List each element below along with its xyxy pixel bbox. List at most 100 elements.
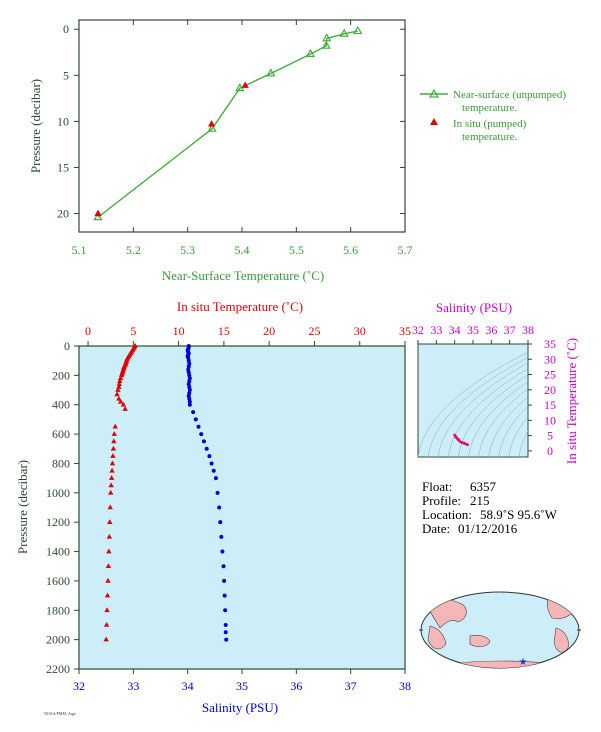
temperature-tick-label: 30 bbox=[354, 324, 366, 338]
x-tick-label: 5.4 bbox=[235, 243, 250, 257]
legend-unpumped-marker bbox=[428, 88, 440, 98]
isopycnal-line bbox=[437, 362, 528, 457]
salinity-point bbox=[187, 402, 192, 407]
ts-temperature-label: In situ Temperature (˚C) bbox=[564, 338, 579, 464]
unpumped-temperature-point bbox=[207, 123, 217, 132]
unpumped-temperature-line bbox=[97, 30, 358, 218]
salinity-point bbox=[193, 417, 198, 422]
isopycnal-line bbox=[468, 381, 528, 457]
pressure-axis-label: Pressure (decibar) bbox=[15, 460, 30, 554]
salinity-point bbox=[207, 454, 212, 459]
x-tick-label: 5.7 bbox=[398, 243, 413, 257]
ts-temperature-tick-label: 0 bbox=[547, 444, 553, 458]
temperature-point bbox=[107, 519, 113, 524]
salinity-point bbox=[213, 476, 218, 481]
isopycnal-line bbox=[508, 416, 528, 457]
salinity-point bbox=[220, 549, 225, 554]
location-label: Location: bbox=[422, 507, 472, 522]
ts-point bbox=[462, 441, 466, 445]
salinity-tick-label: 33 bbox=[127, 679, 139, 693]
legend-pumped-marker bbox=[430, 118, 438, 125]
temperature-point bbox=[106, 548, 112, 554]
legend-pumped-label-2: temperature. bbox=[462, 131, 518, 143]
temperature-point bbox=[103, 621, 110, 627]
temperature-point bbox=[110, 445, 117, 451]
salinity-tick-label: 32 bbox=[73, 679, 85, 693]
float-info: Float: 6357 Profile: 215 Location: 58.9˚… bbox=[422, 479, 558, 536]
temperature-tick-label: 15 bbox=[218, 324, 230, 338]
ts-salinity-tick-label: 37 bbox=[504, 323, 516, 337]
profile-label: Profile: bbox=[422, 493, 461, 508]
temperature-tick-label: 0 bbox=[85, 324, 91, 338]
salinity-point bbox=[204, 446, 209, 451]
temperature-point bbox=[109, 467, 115, 473]
temperature-point bbox=[104, 607, 110, 613]
temperature-tick-label: 35 bbox=[399, 324, 411, 338]
salinity-point bbox=[191, 410, 196, 415]
unpumped-temperature-point bbox=[266, 68, 276, 77]
map-australia bbox=[469, 634, 491, 648]
salinity-point bbox=[219, 534, 224, 539]
x-tick-label: 5.3 bbox=[180, 243, 195, 257]
temperature-point bbox=[115, 387, 121, 392]
ts-temperature-tick-label: 10 bbox=[544, 413, 556, 427]
y-tick-label: 10 bbox=[57, 114, 69, 128]
near-surface-y-label: Pressure (decibar) bbox=[28, 79, 43, 173]
unpumped-temperature-point bbox=[93, 212, 103, 221]
ts-temperature-tick-label: 15 bbox=[544, 398, 556, 412]
isopycnal-line bbox=[498, 405, 528, 457]
isopycnal-line bbox=[488, 396, 528, 457]
x-tick-label: 5.5 bbox=[289, 243, 304, 257]
ts-salinity-tick-label: 36 bbox=[485, 323, 497, 337]
temperature-point bbox=[112, 423, 118, 429]
temperature-point bbox=[116, 384, 122, 389]
legend-unpumped-label-1: Near-surface (unpumped) bbox=[453, 89, 566, 101]
temperature-point bbox=[108, 482, 114, 488]
salinity-point bbox=[201, 439, 206, 444]
unpumped-temperature-point bbox=[305, 48, 316, 58]
temperature-axis-label: In situ Temperature (˚C) bbox=[177, 299, 303, 314]
ts-salinity-tick-label: 32 bbox=[412, 323, 424, 337]
isopycnal-line bbox=[448, 368, 528, 457]
pressure-tick-label: 600 bbox=[52, 427, 70, 441]
profile-panel: 0 5 10 15 20 25 30 35 32 33 34 35 36 37 38 0 200 400 600 80… bbox=[15, 299, 411, 715]
unpumped-temperature-point bbox=[339, 28, 349, 37]
ts-temperature-tick-label: 35 bbox=[544, 337, 556, 351]
temperature-tick-label: 5 bbox=[130, 324, 136, 338]
pressure-tick-label: 800 bbox=[52, 456, 70, 470]
ts-temperature-tick-label: 25 bbox=[544, 368, 556, 382]
legend: Near-surface (unpumped) temperature. In … bbox=[420, 88, 566, 143]
temperature-point bbox=[120, 401, 127, 407]
date-value: 01/12/2016 bbox=[458, 521, 518, 536]
x-tick-label: 5.1 bbox=[72, 243, 87, 257]
salinity-tick-label: 34 bbox=[182, 679, 194, 693]
salinity-point bbox=[221, 564, 226, 569]
date-label: Date: bbox=[422, 521, 450, 536]
temperature-point bbox=[105, 563, 112, 569]
float-label: Float: bbox=[422, 479, 452, 494]
ts-salinity-tick-label: 33 bbox=[430, 323, 442, 337]
isopycnal-line bbox=[418, 351, 528, 457]
temperature-tick-label: 20 bbox=[263, 324, 275, 338]
temperature-point bbox=[103, 636, 109, 642]
temperature-point bbox=[117, 398, 124, 404]
y-tick-label: 0 bbox=[63, 22, 69, 36]
temperature-point bbox=[107, 489, 114, 495]
map-south-america bbox=[553, 627, 569, 653]
ts-temperature-tick-label: 20 bbox=[544, 383, 556, 397]
y-tick-label: 15 bbox=[57, 160, 69, 174]
map-africa-east bbox=[427, 625, 447, 650]
temperature-point bbox=[111, 431, 118, 436]
salinity-point bbox=[187, 399, 192, 404]
temperature-point bbox=[109, 460, 116, 466]
x-tick-label: 5.2 bbox=[126, 243, 141, 257]
temperature-point bbox=[114, 391, 120, 397]
pressure-tick-label: 200 bbox=[52, 368, 70, 382]
salinity-point bbox=[217, 505, 222, 510]
temperature-point bbox=[122, 406, 128, 411]
pumped-temperature-point bbox=[207, 120, 216, 127]
salinity-point bbox=[209, 461, 214, 466]
salinity-point bbox=[218, 520, 223, 525]
ts-temperature-tick-label: 30 bbox=[544, 352, 556, 366]
map-antarctica bbox=[449, 660, 557, 668]
